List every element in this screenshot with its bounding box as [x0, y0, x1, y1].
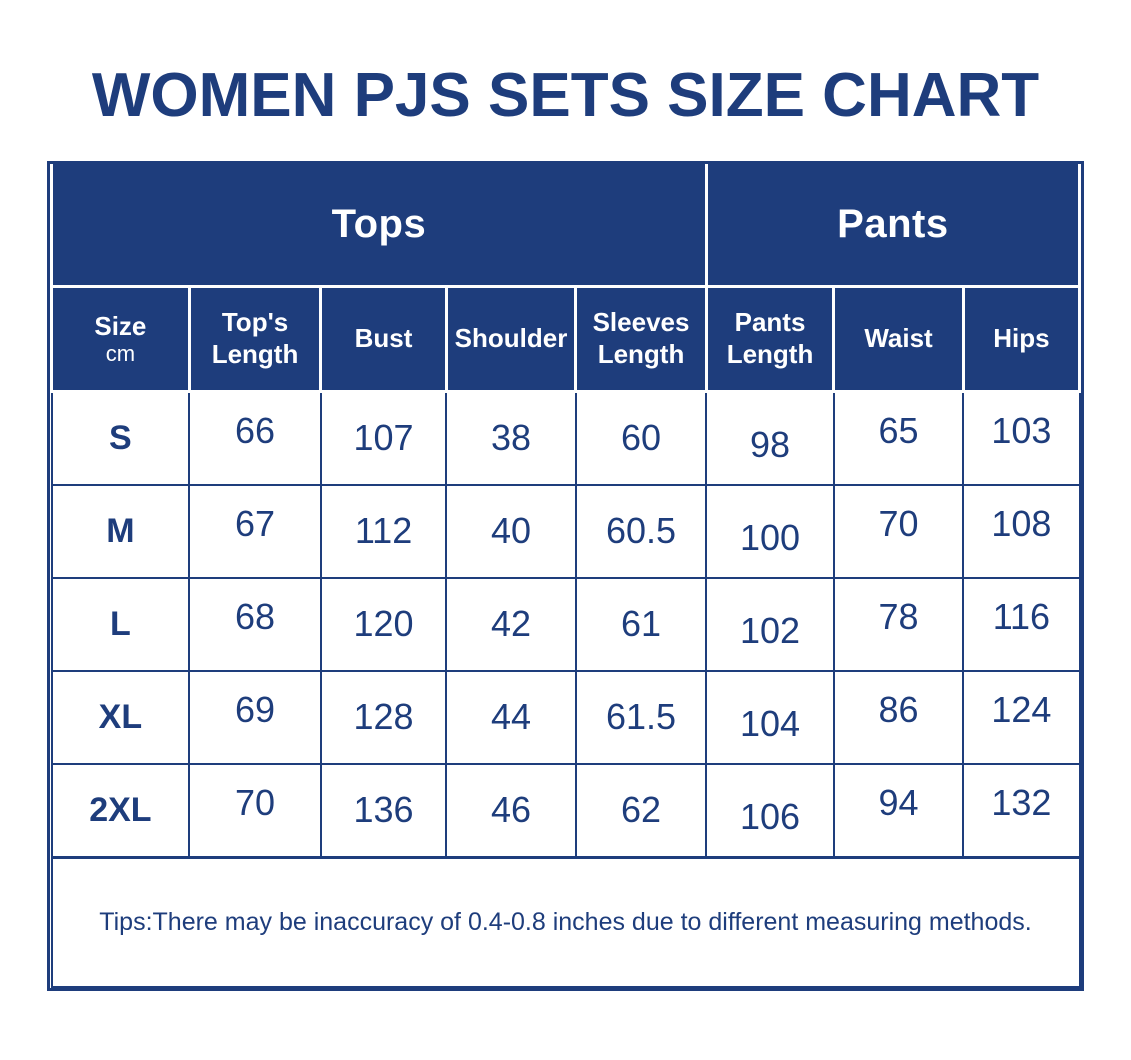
column-header-bust: Bust — [319, 284, 448, 393]
group-header-row: Tops Pants — [50, 164, 1082, 288]
value-cell: 98 — [705, 390, 835, 486]
table-row-xl: XL 69 128 44 61.5 104 86 124 — [50, 669, 1081, 765]
value-cell: 108 — [962, 483, 1081, 579]
value-cell: 102 — [705, 576, 835, 672]
value-cell: 94 — [832, 762, 965, 858]
column-header-tops-length: Top's Length — [187, 284, 323, 393]
value-cell: 103 — [962, 390, 1081, 486]
size-cell: L — [50, 576, 191, 672]
value-cell: 46 — [445, 762, 577, 858]
value-cell: 70 — [832, 483, 965, 579]
value-cell: 61.5 — [574, 669, 708, 765]
value-cell: 40 — [445, 483, 577, 579]
group-header-pants: Pants — [704, 164, 1082, 288]
value-cell: 69 — [188, 669, 322, 765]
value-cell: 38 — [445, 390, 577, 486]
size-chart-table-frame: Tops Pants Size cm Top's Length Bust Sho… — [47, 161, 1084, 991]
column-header-pants-length: Pants Length — [704, 284, 836, 393]
table-row-2xl: 2XL 70 136 46 62 106 94 132 — [50, 762, 1081, 858]
value-cell: 60.5 — [574, 483, 708, 579]
value-cell: 42 — [445, 576, 577, 672]
group-header-tops: Tops — [50, 164, 708, 288]
value-cell: 66 — [188, 390, 322, 486]
value-cell: 44 — [445, 669, 577, 765]
value-cell: 132 — [962, 762, 1081, 858]
column-header-size-label: Size — [94, 310, 147, 341]
value-cell: 60 — [574, 390, 708, 486]
value-cell: 86 — [832, 669, 965, 765]
value-cell: 107 — [319, 390, 448, 486]
value-cell: 112 — [319, 483, 448, 579]
size-cell: M — [50, 483, 191, 579]
column-header-size: Size cm — [50, 284, 191, 393]
column-header-sleeves-length: Sleeves Length — [574, 284, 708, 393]
column-header-hips: Hips — [961, 284, 1082, 393]
value-cell: 67 — [188, 483, 322, 579]
value-cell: 62 — [574, 762, 708, 858]
group-header-tops-label: Tops — [331, 201, 427, 246]
value-cell: 65 — [832, 390, 965, 486]
group-header-pants-label: Pants — [837, 201, 949, 246]
table-row-s: S 66 107 38 60 98 65 103 — [50, 390, 1081, 486]
value-cell: 128 — [319, 669, 448, 765]
table-row-m: M 67 112 40 60.5 100 70 108 — [50, 483, 1081, 579]
column-header-waist: Waist — [832, 284, 965, 393]
value-cell: 70 — [188, 762, 322, 858]
value-cell: 106 — [705, 762, 835, 858]
tips-text: Tips:There may be inaccuracy of 0.4-0.8 … — [50, 855, 1081, 988]
value-cell: 124 — [962, 669, 1081, 765]
column-header-shoulder: Shoulder — [444, 284, 578, 393]
value-cell: 61 — [574, 576, 708, 672]
size-cell: XL — [50, 669, 191, 765]
value-cell: 116 — [962, 576, 1081, 672]
column-header-size-unit: cm — [105, 341, 136, 367]
size-cell: S — [50, 390, 191, 486]
size-cell: 2XL — [50, 762, 191, 858]
value-cell: 78 — [832, 576, 965, 672]
tips-row: Tips:There may be inaccuracy of 0.4-0.8 … — [50, 855, 1081, 988]
size-chart-table: Tops Pants Size cm Top's Length Bust Sho… — [50, 164, 1082, 988]
value-cell: 68 — [188, 576, 322, 672]
page-title: WOMEN PJS SETS SIZE CHART — [91, 61, 1040, 130]
value-cell: 104 — [705, 669, 835, 765]
table-row-l: L 68 120 42 61 102 78 116 — [50, 576, 1081, 672]
value-cell: 120 — [319, 576, 448, 672]
column-header-row: Size cm Top's Length Bust Shoulder Sleev… — [50, 284, 1082, 393]
value-cell: 100 — [705, 483, 835, 579]
value-cell: 136 — [319, 762, 448, 858]
